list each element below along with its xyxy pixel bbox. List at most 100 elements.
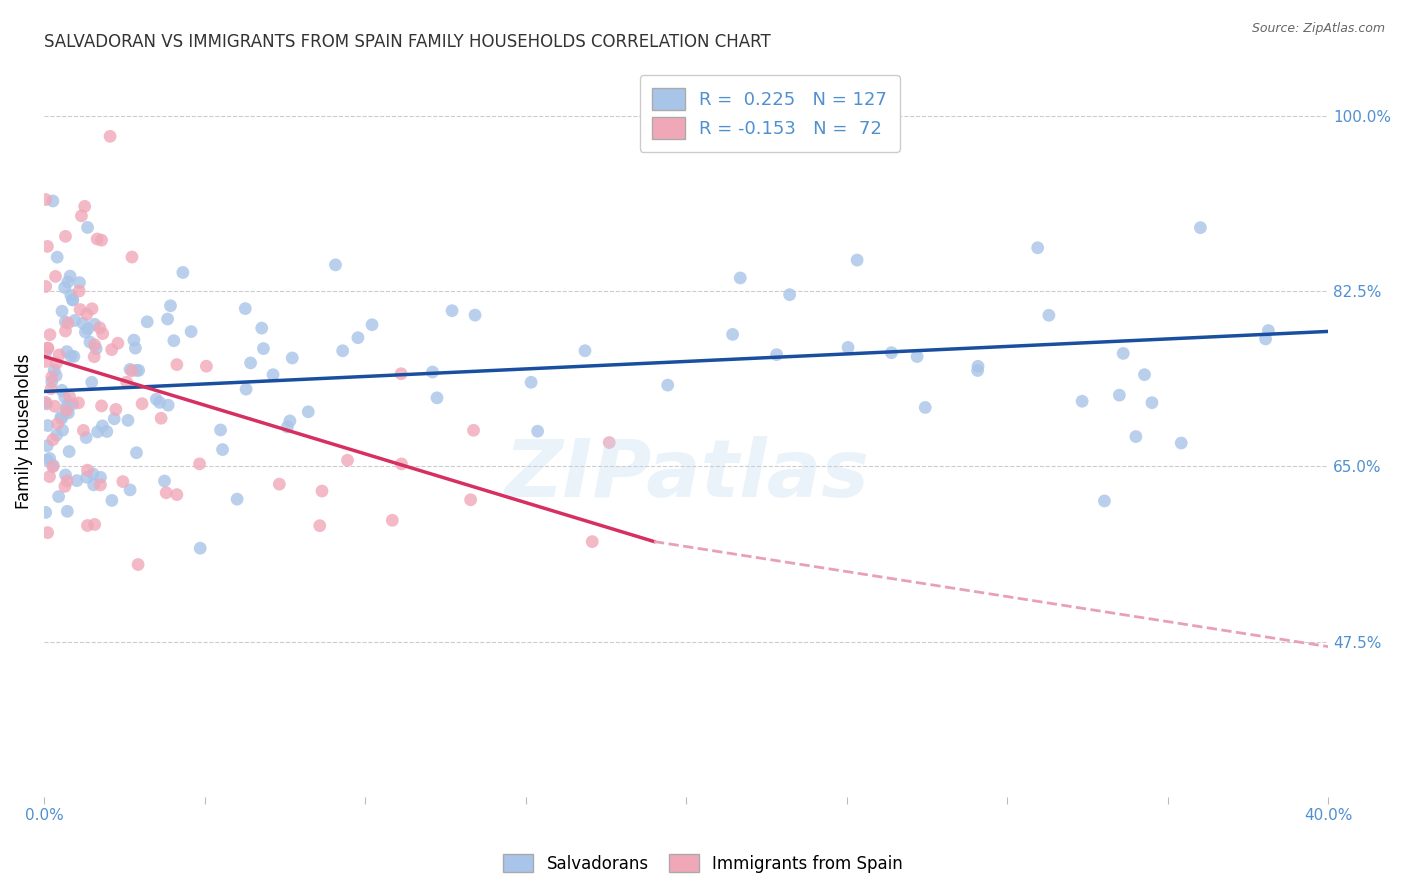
Point bbox=[308, 518, 330, 533]
Text: SALVADORAN VS IMMIGRANTS FROM SPAIN FAMILY HOUSEHOLDS CORRELATION CHART: SALVADORAN VS IMMIGRANTS FROM SPAIN FAMI… bbox=[44, 33, 770, 51]
Point bbox=[1125, 429, 1147, 443]
Point bbox=[35, 395, 58, 409]
Point bbox=[125, 363, 148, 377]
Point bbox=[38, 451, 60, 466]
Point bbox=[157, 398, 180, 412]
Point bbox=[41, 375, 63, 389]
Point bbox=[1108, 388, 1130, 402]
Point bbox=[128, 363, 150, 377]
Point bbox=[56, 504, 79, 518]
Point bbox=[136, 315, 159, 329]
Point bbox=[1254, 332, 1277, 346]
Point bbox=[66, 474, 89, 488]
Point bbox=[48, 348, 70, 362]
Point bbox=[35, 505, 58, 519]
Point bbox=[82, 467, 104, 481]
Point bbox=[124, 341, 146, 355]
Point bbox=[121, 364, 143, 378]
Point bbox=[83, 318, 105, 332]
Point bbox=[281, 351, 304, 365]
Point bbox=[966, 363, 988, 377]
Point bbox=[422, 365, 444, 379]
Point bbox=[336, 453, 359, 467]
Point bbox=[107, 336, 129, 351]
Point bbox=[42, 194, 65, 208]
Point bbox=[79, 335, 101, 350]
Point bbox=[48, 490, 70, 504]
Point bbox=[211, 442, 233, 457]
Point bbox=[42, 459, 65, 474]
Point bbox=[657, 378, 679, 392]
Point bbox=[86, 232, 108, 246]
Point bbox=[520, 376, 543, 390]
Point bbox=[209, 423, 232, 437]
Point bbox=[332, 343, 354, 358]
Point bbox=[56, 398, 79, 412]
Point bbox=[361, 318, 384, 332]
Y-axis label: Family Households: Family Households bbox=[15, 354, 32, 509]
Point bbox=[76, 220, 98, 235]
Point bbox=[574, 343, 596, 358]
Point bbox=[104, 402, 127, 417]
Point bbox=[52, 423, 75, 437]
Text: ZIPatlas: ZIPatlas bbox=[503, 436, 869, 515]
Point bbox=[55, 403, 77, 417]
Point bbox=[967, 359, 990, 374]
Point bbox=[262, 368, 284, 382]
Point bbox=[125, 446, 148, 460]
Point bbox=[80, 376, 103, 390]
Legend: R =  0.225   N = 127, R = -0.153   N =  72: R = 0.225 N = 127, R = -0.153 N = 72 bbox=[640, 75, 900, 152]
Point bbox=[80, 301, 103, 316]
Point bbox=[58, 406, 80, 420]
Point bbox=[166, 358, 188, 372]
Point bbox=[49, 410, 72, 425]
Point bbox=[252, 342, 274, 356]
Point bbox=[127, 558, 149, 572]
Point bbox=[188, 457, 211, 471]
Point bbox=[84, 342, 107, 356]
Point bbox=[75, 325, 97, 339]
Point bbox=[153, 474, 176, 488]
Point bbox=[42, 458, 65, 473]
Point bbox=[58, 444, 80, 458]
Point bbox=[76, 518, 98, 533]
Point bbox=[70, 209, 93, 223]
Point bbox=[115, 375, 138, 389]
Point bbox=[276, 420, 298, 434]
Point bbox=[51, 384, 73, 398]
Point bbox=[46, 417, 69, 431]
Point bbox=[35, 354, 58, 368]
Point bbox=[381, 513, 404, 527]
Point bbox=[1026, 241, 1049, 255]
Point bbox=[195, 359, 218, 374]
Point bbox=[905, 350, 928, 364]
Point bbox=[846, 253, 869, 268]
Point bbox=[75, 431, 97, 445]
Point bbox=[721, 327, 744, 342]
Point bbox=[45, 356, 67, 370]
Point bbox=[44, 399, 66, 413]
Point bbox=[45, 368, 67, 383]
Point bbox=[180, 325, 202, 339]
Point bbox=[226, 492, 249, 507]
Point bbox=[131, 397, 153, 411]
Point bbox=[56, 474, 79, 488]
Point bbox=[730, 271, 752, 285]
Point bbox=[35, 279, 58, 293]
Point bbox=[59, 288, 82, 302]
Point bbox=[53, 280, 76, 294]
Point bbox=[83, 338, 105, 352]
Point bbox=[58, 389, 80, 403]
Point bbox=[89, 321, 111, 335]
Point bbox=[77, 322, 100, 336]
Point bbox=[325, 258, 347, 272]
Point bbox=[37, 418, 59, 433]
Point bbox=[86, 425, 108, 439]
Point bbox=[42, 433, 65, 447]
Point bbox=[63, 350, 86, 364]
Point bbox=[76, 470, 98, 484]
Point bbox=[101, 493, 124, 508]
Point bbox=[1094, 494, 1116, 508]
Point bbox=[765, 348, 787, 362]
Point bbox=[56, 275, 79, 289]
